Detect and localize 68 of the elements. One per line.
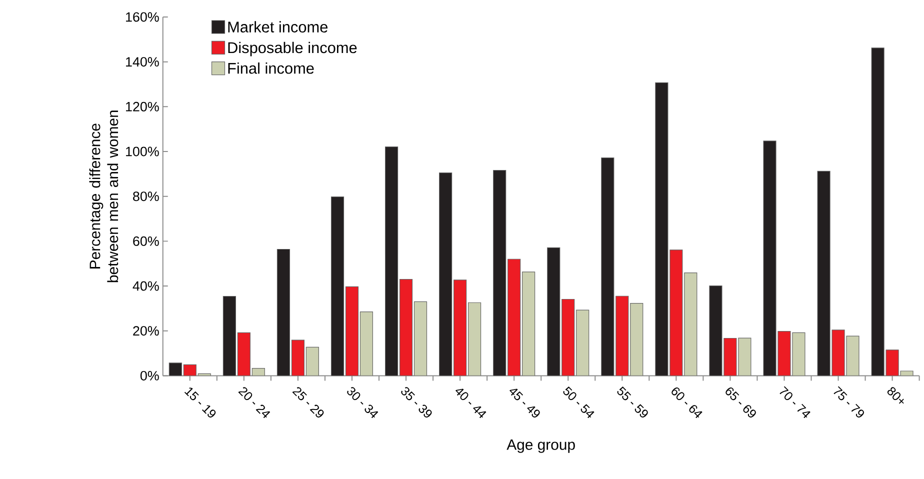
bar (724, 338, 737, 376)
bar (454, 280, 467, 376)
x-tick-label: 15 - 19 (184, 388, 216, 418)
x-tick-label: 60 - 64 (672, 388, 702, 418)
bar (237, 332, 250, 376)
y-tick-label: 60% (133, 236, 159, 246)
y-tick-label: 160% (126, 12, 159, 22)
bar (778, 331, 791, 376)
y-tick-label: 40% (132, 281, 159, 291)
bar (306, 347, 319, 376)
bar (169, 363, 182, 376)
x-tick-label: 35 - 39 (401, 387, 432, 418)
bar (522, 272, 536, 376)
bar (846, 336, 860, 376)
y-tick-label: 20% (133, 326, 159, 336)
bar (616, 296, 629, 376)
bar (291, 340, 305, 376)
bar (709, 286, 722, 376)
bar (184, 364, 196, 376)
bar (562, 299, 575, 376)
bar (738, 338, 752, 376)
bar (601, 158, 614, 376)
bar (547, 248, 560, 376)
y-tick-label: 100% (126, 146, 159, 156)
bar (508, 259, 521, 376)
bar (330, 196, 344, 376)
bar (871, 48, 884, 376)
bar (886, 350, 899, 376)
y-tick-label: 0% (140, 371, 159, 381)
x-tick-label: 30 - 34 (347, 387, 378, 418)
x-axis-title: Age group (506, 440, 575, 454)
y-tick-label: 140% (126, 57, 159, 67)
y-tick-label: 80% (133, 192, 159, 202)
bar (360, 312, 374, 376)
x-tick-label: 75 - 79 (834, 386, 864, 418)
bar (630, 303, 644, 376)
bar (670, 250, 683, 376)
x-tick-label: 25 - 29 (292, 387, 324, 418)
bar (763, 140, 776, 376)
bar (439, 172, 452, 376)
bar (252, 368, 265, 376)
bar (384, 146, 398, 376)
x-tick-label: 65 - 69 (726, 388, 756, 418)
bar (576, 310, 590, 376)
legend-label: Market income (228, 21, 328, 33)
bar (276, 249, 290, 376)
bar (792, 332, 806, 376)
bar (222, 296, 236, 376)
x-tick-label: 45 - 49 (510, 388, 540, 418)
bar (684, 272, 698, 376)
bar (493, 170, 506, 376)
bar (655, 82, 668, 376)
bar (832, 330, 845, 376)
bar (817, 171, 830, 376)
x-tick-label: 55 - 59 (617, 386, 648, 418)
legend-label: Final income (228, 62, 314, 74)
x-tick-label: 50 - 54 (563, 386, 594, 418)
bar (414, 302, 428, 376)
y-tick-label: 120% (126, 102, 159, 112)
bar (468, 302, 482, 376)
x-tick-label: 70 - 74 (780, 386, 810, 418)
bar (345, 286, 359, 376)
bar (399, 279, 413, 376)
x-tick-label: 80+ (887, 387, 904, 404)
x-tick-label: 40 - 44 (455, 388, 486, 418)
x-tick-label: 20 - 24 (238, 387, 270, 418)
y-axis-title: Percentage difference between men and women (89, 110, 118, 282)
legend-label: Disposable income (228, 42, 357, 56)
